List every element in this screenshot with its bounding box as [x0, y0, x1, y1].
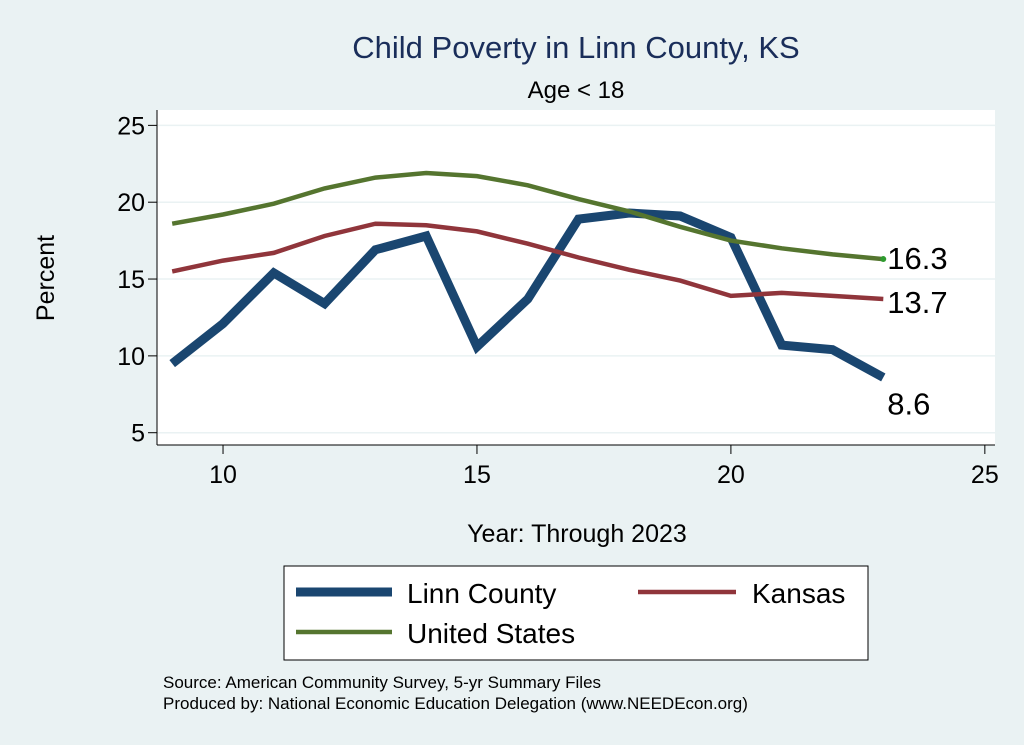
x-tick-label-15: 15	[463, 461, 491, 489]
y-tick-label-20: 20	[117, 189, 145, 217]
chart-title: Child Poverty in Linn County, KS	[352, 30, 799, 65]
end-labels: 8.6 13.7 16.3	[887, 241, 947, 421]
series-line-kansas	[171, 221, 884, 302]
x-tick-label-10: 10	[209, 461, 237, 489]
plot-area	[157, 110, 995, 445]
legend: Linn County Kansas United States	[283, 565, 869, 661]
x-tick-label-25: 25	[971, 461, 999, 489]
series-endpoint-united-states	[880, 256, 887, 263]
axes: 5 10 15 20 25 10 15 20 25	[117, 110, 999, 489]
y-tick-label-25: 25	[117, 112, 145, 140]
legend-box	[283, 565, 869, 661]
series-line-united-states	[171, 170, 884, 262]
y-tick-label-5: 5	[131, 420, 145, 448]
end-label-kansas: 13.7	[887, 285, 947, 320]
source-note: Source: American Community Survey, 5-yr …	[163, 673, 601, 692]
y-tick-label-10: 10	[117, 343, 145, 371]
end-label-united-states: 16.3	[887, 241, 947, 276]
series-layer	[169, 170, 887, 382]
end-label-linn-county: 8.6	[887, 386, 930, 421]
legend-label-kansas: Kansas	[752, 578, 845, 609]
x-tick-label-20: 20	[717, 461, 745, 489]
series-line-linn-county	[169, 208, 886, 382]
gridlines	[157, 124, 995, 434]
legend-label-united-states: United States	[407, 618, 575, 649]
legend-label-linn-county: Linn County	[407, 578, 556, 609]
producer-note: Produced by: National Economic Education…	[163, 694, 748, 713]
chart-subtitle: Age < 18	[528, 77, 625, 104]
x-axis-title: Year: Through 2023	[467, 520, 687, 548]
y-axis-title: Percent	[32, 235, 60, 321]
y-tick-label-15: 15	[117, 266, 145, 294]
